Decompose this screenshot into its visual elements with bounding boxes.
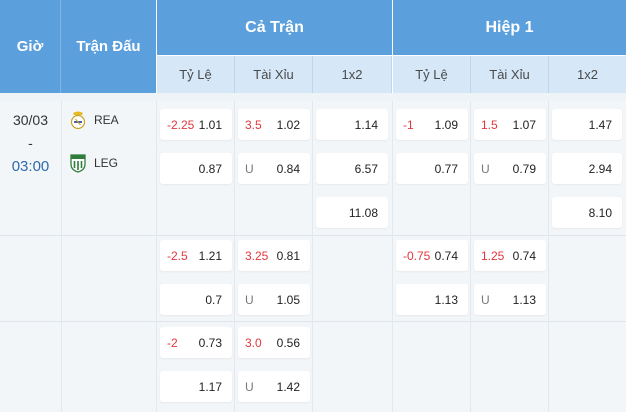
ft-over-odds[interactable]: 3.0 0.56	[238, 327, 310, 358]
home-team[interactable]: REA	[68, 110, 119, 130]
match-date: 30/03	[12, 112, 49, 128]
handicap-line: -2.25	[167, 117, 195, 132]
odds-value: 8.10	[588, 205, 612, 220]
ft-under-odds[interactable]: U 0.84	[238, 153, 310, 184]
subheader-h1-handicap: Tỷ Lệ	[393, 56, 471, 93]
odds-value: 0.79	[512, 161, 536, 176]
divider	[61, 101, 62, 412]
under-label: U	[245, 161, 254, 176]
odds-value: 1.05	[276, 292, 300, 307]
subheader-h1-1x2: 1x2	[549, 56, 626, 93]
handicap-line: -2.5	[167, 248, 188, 263]
ft-handicap-away-odds[interactable]: 0.7	[160, 284, 232, 315]
h1-handicap-away-odds[interactable]: 1.13	[396, 284, 468, 315]
away-team[interactable]: LEG	[68, 153, 118, 173]
h1-handicap-away-odds[interactable]: 0.77	[396, 153, 468, 184]
under-label: U	[245, 292, 254, 307]
row-divider	[0, 235, 626, 236]
under-label: U	[481, 161, 490, 176]
subheader-ft-handicap: Tỷ Lệ	[157, 56, 235, 93]
odds-value: 0.74	[434, 248, 458, 263]
away-team-name: LEG	[94, 156, 119, 170]
ft-1x2-draw-odds[interactable]: 11.08	[316, 197, 388, 228]
ft-over-odds[interactable]: 3.25 0.81	[238, 240, 310, 271]
h1-under-odds[interactable]: U 0.79	[474, 153, 546, 184]
subheader-ft-overunder: Tài Xỉu	[235, 56, 313, 93]
odds-value: 0.81	[276, 248, 300, 263]
ft-handicap-home-odds[interactable]: -2.25 1.01	[160, 109, 232, 140]
ft-handicap-home-odds[interactable]: -2.5 1.21	[160, 240, 232, 271]
h1-1x2-away-odds[interactable]: 2.94	[552, 153, 622, 184]
ft-handicap-away-odds[interactable]: 1.17	[160, 371, 232, 402]
header-spacer	[0, 93, 626, 101]
total-line: 1.25	[481, 248, 505, 263]
h1-under-odds[interactable]: U 1.13	[474, 284, 546, 315]
odds-value: 1.07	[512, 117, 536, 132]
ft-over-odds[interactable]: 3.5 1.02	[238, 109, 310, 140]
divider	[234, 101, 235, 412]
table-row	[0, 322, 626, 412]
leganes-crest-icon	[68, 153, 88, 173]
h1-handicap-home-odds[interactable]: -0.75 0.74	[396, 240, 468, 271]
odds-value: 1.17	[198, 379, 222, 394]
divider	[548, 101, 549, 412]
odds-value: 0.77	[434, 161, 458, 176]
divider	[312, 101, 313, 412]
odds-value: 0.7	[205, 292, 222, 307]
handicap-line: -1	[403, 117, 414, 132]
h1-over-odds[interactable]: 1.5 1.07	[474, 109, 546, 140]
odds-value: 1.09	[434, 117, 458, 132]
total-line: 3.25	[245, 248, 269, 263]
h1-1x2-home-odds[interactable]: 1.47	[552, 109, 622, 140]
subheader-h1-overunder: Tài Xỉu	[471, 56, 549, 93]
row-divider	[0, 321, 626, 322]
ft-under-odds[interactable]: U 1.05	[238, 284, 310, 315]
total-line: 3.5	[245, 117, 262, 132]
group-header-full-match: Cả Trận	[157, 0, 392, 55]
h1-handicap-home-odds[interactable]: -1 1.09	[396, 109, 468, 140]
ft-handicap-home-odds[interactable]: -2 0.73	[160, 327, 232, 358]
h1-over-odds[interactable]: 1.25 0.74	[474, 240, 546, 271]
odds-value: 1.14	[354, 117, 378, 132]
odds-value: 0.84	[276, 161, 300, 176]
odds-value: 6.57	[354, 161, 378, 176]
odds-value: 1.13	[434, 292, 458, 307]
odds-value: 0.87	[198, 161, 222, 176]
handicap-line: -2	[167, 335, 178, 350]
handicap-line: -0.75	[403, 248, 431, 263]
col-header-match: Trận Đấu	[76, 38, 141, 55]
home-team-name: REA	[94, 113, 119, 127]
odds-value: 1.13	[512, 292, 536, 307]
ft-1x2-away-odds[interactable]: 6.57	[316, 153, 388, 184]
under-label: U	[245, 379, 254, 394]
subheader-ft-1x2: 1x2	[313, 56, 392, 93]
odds-value: 1.47	[588, 117, 612, 132]
real-madrid-crest-icon	[68, 110, 88, 130]
odds-value: 1.02	[276, 117, 300, 132]
ft-under-odds[interactable]: U 1.42	[238, 371, 310, 402]
divider	[156, 101, 157, 412]
h1-1x2-draw-odds[interactable]: 8.10	[552, 197, 622, 228]
header-left-bg	[0, 0, 156, 93]
match-date-dash: -	[28, 135, 33, 151]
ft-1x2-home-odds[interactable]: 1.14	[316, 109, 388, 140]
odds-value: 11.08	[348, 205, 378, 220]
group-header-half1: Hiệp 1	[393, 0, 626, 55]
divider	[470, 101, 471, 412]
match-time: 03:00	[11, 158, 50, 175]
odds-value: 2.94	[588, 161, 612, 176]
odds-value: 0.74	[512, 248, 536, 263]
total-line: 1.5	[481, 117, 498, 132]
odds-value: 1.01	[198, 117, 222, 132]
total-line: 3.0	[245, 335, 262, 350]
odds-value: 1.21	[198, 248, 222, 263]
odds-value: 0.73	[198, 335, 222, 350]
under-label: U	[481, 292, 490, 307]
odds-value: 0.56	[276, 335, 300, 350]
divider	[392, 101, 393, 412]
ft-handicap-away-odds[interactable]: 0.87	[160, 153, 232, 184]
odds-value: 1.42	[276, 379, 300, 394]
col-header-time: Giờ	[0, 0, 61, 93]
